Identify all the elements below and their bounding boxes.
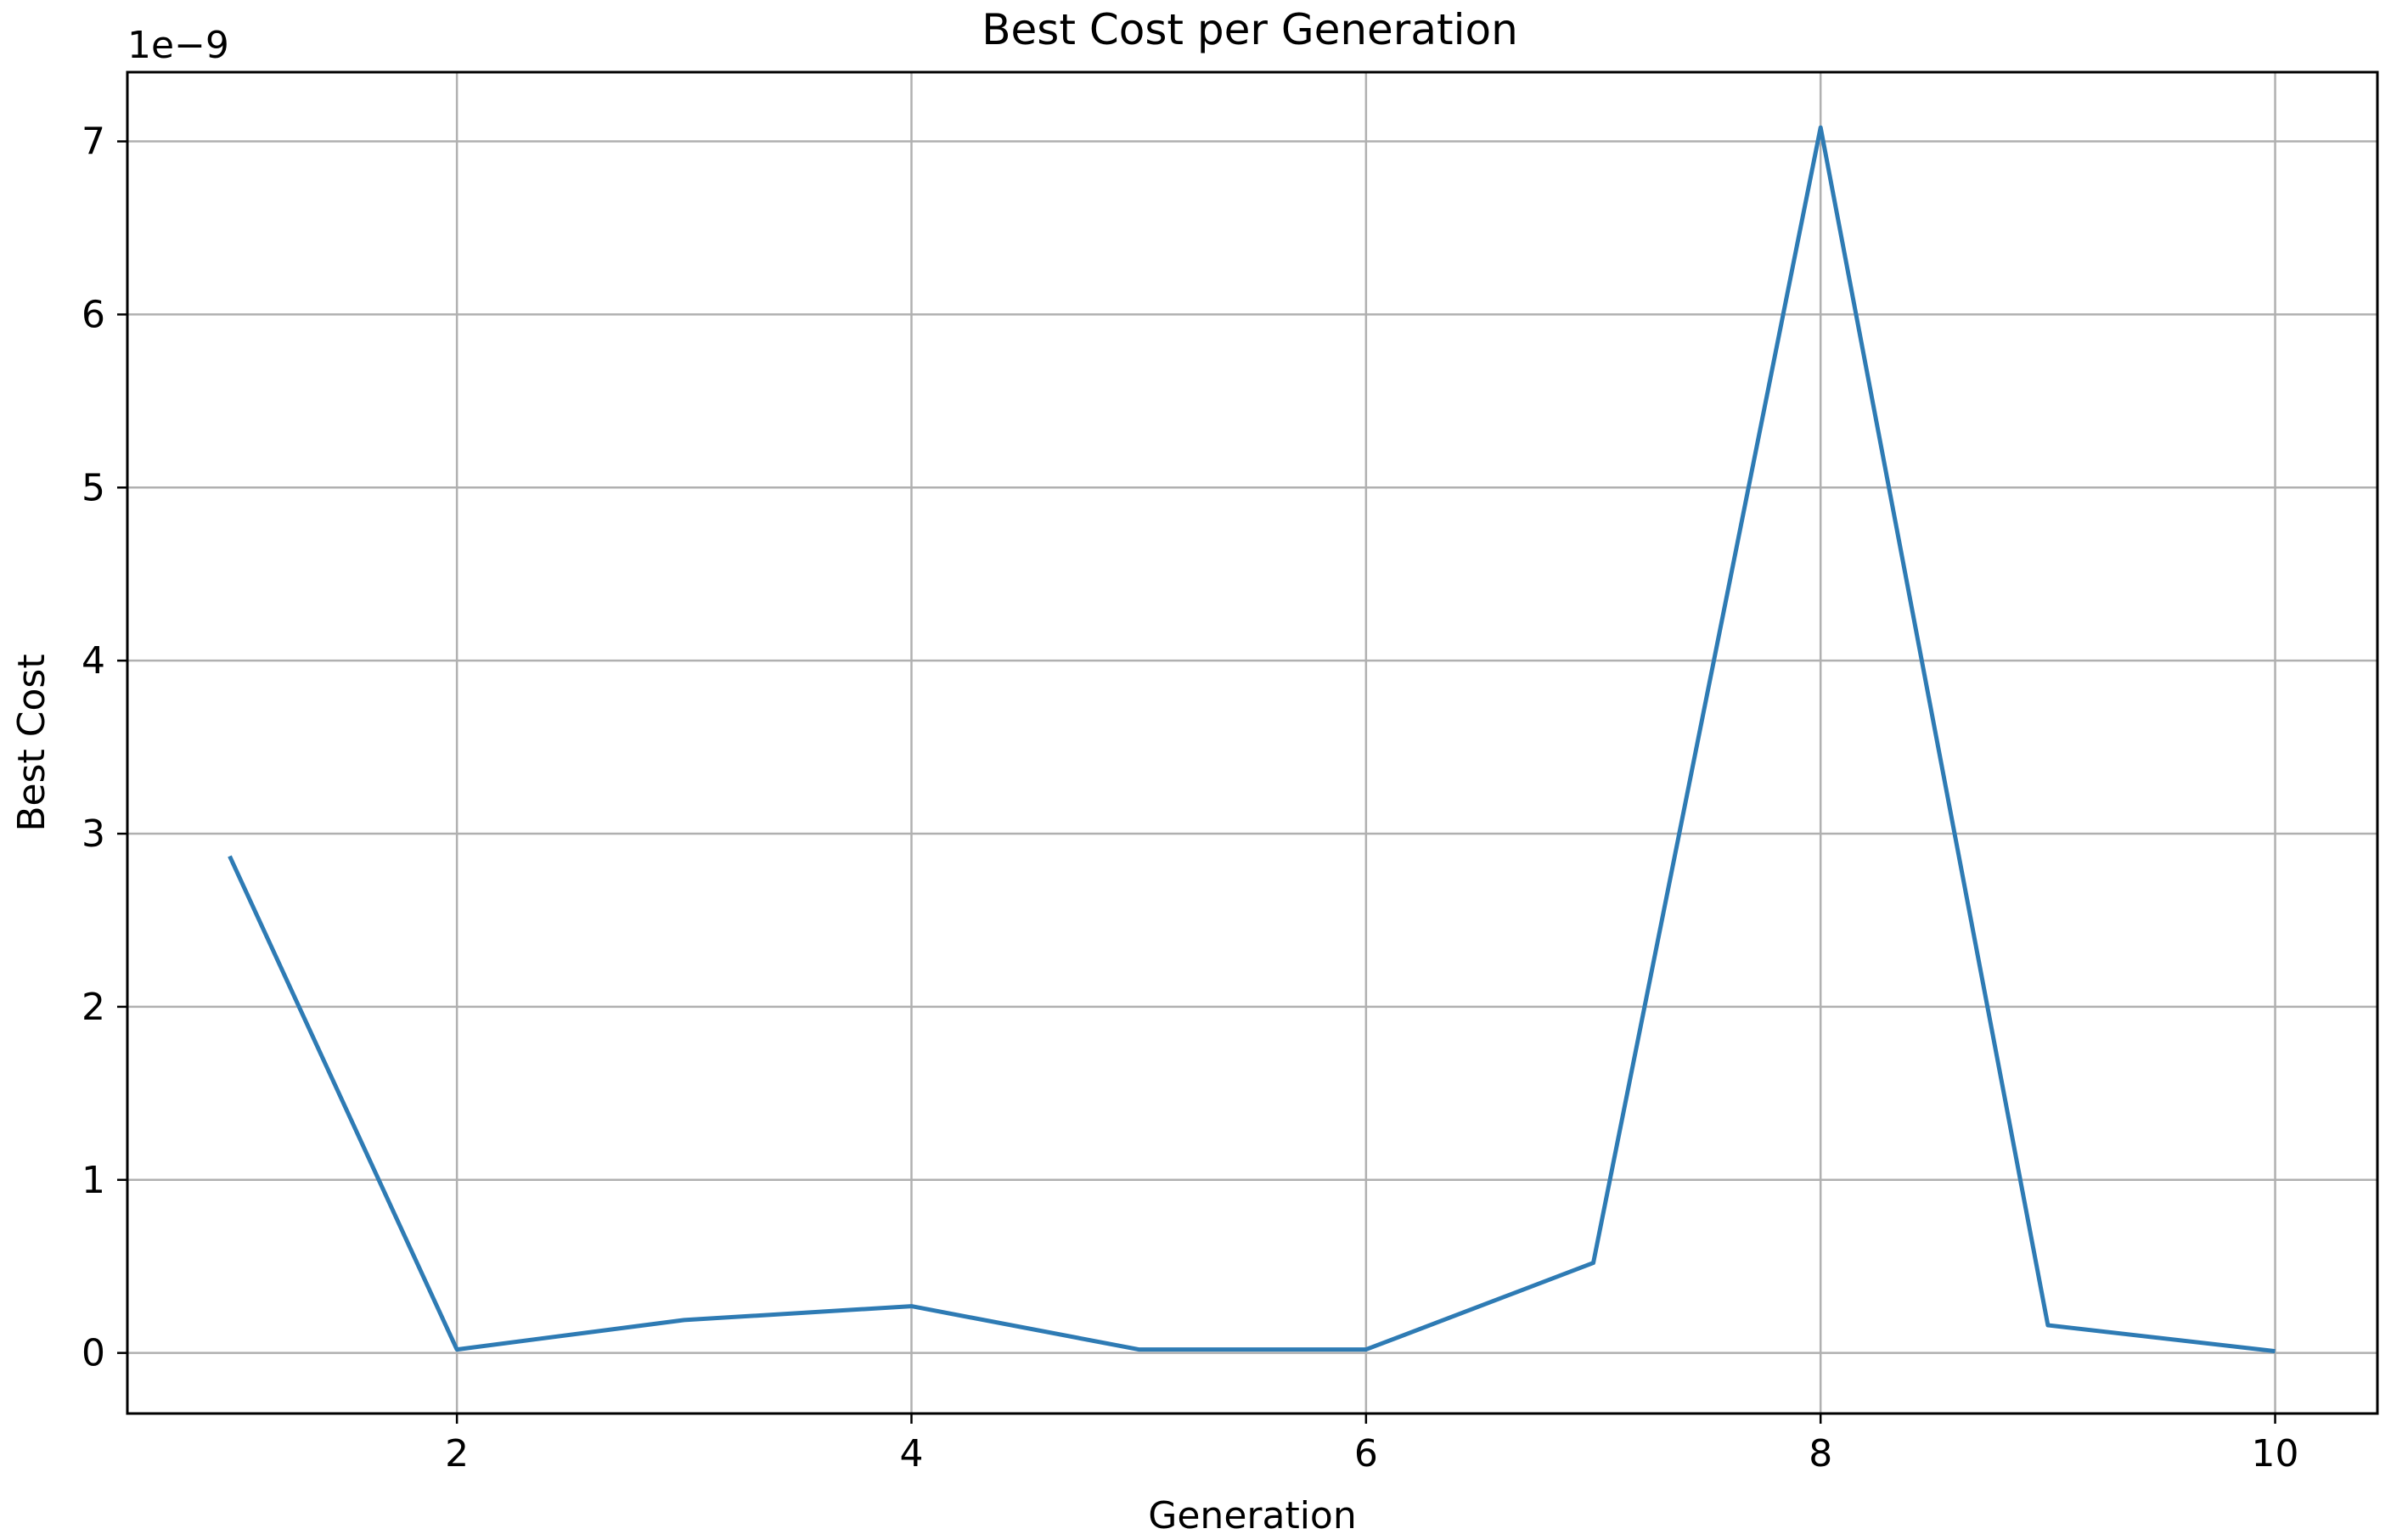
y-tick-label: 6 xyxy=(82,293,105,336)
data-point xyxy=(1136,1347,1141,1352)
series-layer xyxy=(227,125,2278,1354)
y-tick-label: 5 xyxy=(82,466,105,509)
data-point xyxy=(1818,125,1823,130)
data-point xyxy=(2273,1349,2278,1354)
x-tick-label: 4 xyxy=(899,1432,923,1475)
y-tick-label: 7 xyxy=(82,121,105,164)
y-tick-label: 2 xyxy=(82,986,105,1029)
plot-area-frame xyxy=(126,70,2379,1415)
data-point xyxy=(682,1318,687,1323)
x-tick-label: 8 xyxy=(1809,1432,1832,1475)
y-tick-label: 1 xyxy=(82,1159,105,1202)
data-point xyxy=(1591,1261,1596,1266)
y-tick-label: 4 xyxy=(82,639,105,683)
x-tick-label: 2 xyxy=(445,1432,469,1475)
y-axis-label: Best Cost xyxy=(10,654,53,831)
y-tick-label: 0 xyxy=(82,1332,105,1375)
data-point xyxy=(1364,1347,1369,1352)
data-point xyxy=(2045,1323,2051,1328)
x-tick-label: 6 xyxy=(1354,1432,1378,1475)
data-point xyxy=(454,1347,459,1352)
data-point xyxy=(909,1304,914,1309)
series-line xyxy=(228,125,2276,1354)
axis-ticks: 2 4 6 8 10 0 1 2 3 4 5 6 7 xyxy=(82,121,2299,1475)
x-tick-label: 10 xyxy=(2252,1432,2299,1475)
data-point xyxy=(227,854,232,859)
chart-title: Best Cost per Generation xyxy=(982,5,1518,54)
grid xyxy=(127,72,2377,1414)
y-axis-scale-label: 1e−9 xyxy=(127,24,229,67)
y-tick-label: 3 xyxy=(82,812,105,856)
x-axis-label: Generation xyxy=(1148,1494,1356,1537)
